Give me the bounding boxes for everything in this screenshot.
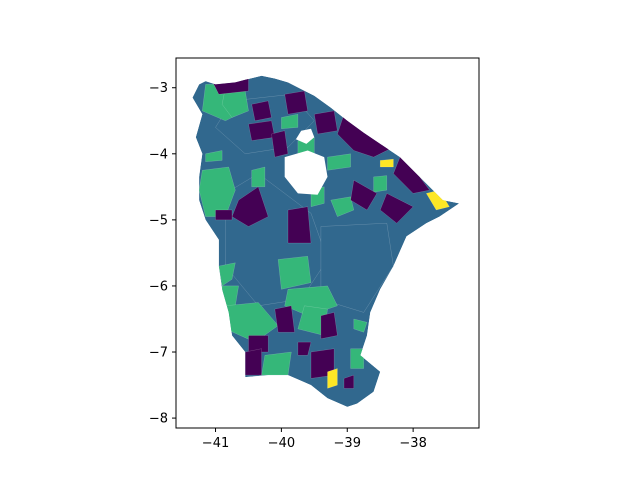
y-tick-label: −3	[149, 81, 168, 96]
map-layer	[192, 75, 460, 407]
x-tick-label: −39	[334, 436, 361, 451]
municipality-region	[271, 130, 289, 158]
x-tick-label: −40	[268, 436, 295, 451]
municipality-region	[215, 209, 233, 221]
municipality-region	[320, 312, 338, 339]
axes-frame	[175, 57, 480, 429]
y-axis: −3 −4 −5 −6 −7 −8	[149, 81, 176, 427]
x-tick-label: −41	[202, 436, 229, 451]
y-tick-label: −4	[149, 147, 168, 162]
municipality-region	[218, 262, 236, 287]
municipality-region	[350, 348, 364, 369]
x-axis: −41 −40 −39 −38	[202, 428, 427, 451]
municipality-region	[330, 196, 354, 217]
municipality-region	[350, 180, 378, 211]
municipality-region	[281, 114, 299, 129]
municipality-region	[251, 100, 272, 121]
municipality-region	[343, 374, 354, 389]
municipality-region	[248, 120, 275, 141]
y-tick-label: −6	[149, 279, 168, 294]
municipality-region	[251, 166, 266, 187]
municipality-region	[380, 158, 394, 168]
municipality-region	[314, 110, 338, 135]
municipality-regions	[192, 75, 460, 407]
municipality-region	[248, 335, 269, 353]
municipality-region	[277, 256, 312, 290]
map-hole	[284, 150, 328, 195]
municipality-region	[373, 175, 387, 193]
municipality-region	[274, 305, 295, 333]
municipality-region	[284, 90, 308, 115]
y-tick-label: −8	[149, 412, 168, 427]
municipality-region	[297, 341, 312, 356]
y-tick-label: −7	[149, 346, 168, 361]
municipality-region	[287, 206, 312, 244]
municipality-region	[245, 348, 262, 376]
municipality-region	[380, 193, 414, 224]
municipality-region	[327, 368, 338, 389]
map-hole	[295, 128, 315, 144]
municipality-region	[261, 351, 292, 376]
x-tick-label: −38	[399, 436, 426, 451]
municipality-region	[205, 150, 223, 162]
municipality-region	[353, 318, 368, 333]
municipality-region	[231, 186, 269, 227]
municipality-region	[327, 153, 351, 171]
y-tick-label: −5	[149, 213, 168, 228]
